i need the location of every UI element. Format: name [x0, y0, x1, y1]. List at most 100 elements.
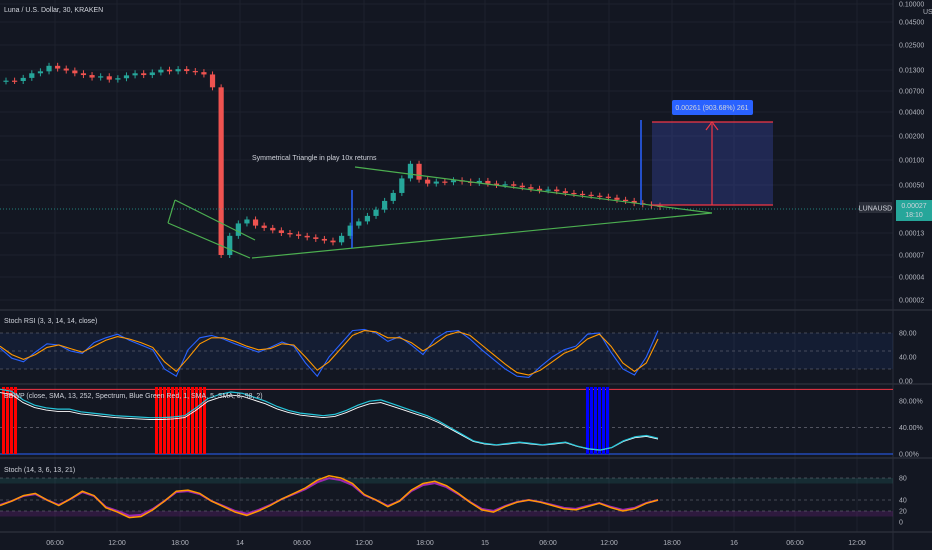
- y-tick-label: 0.00004: [899, 275, 924, 282]
- candle: [614, 197, 620, 200]
- x-tick-label: 18:00: [416, 540, 434, 547]
- candle: [562, 191, 568, 193]
- x-tick-label: 18:00: [663, 540, 681, 547]
- price-label: 0.00027: [901, 203, 926, 210]
- symbol-badge: [859, 202, 892, 213]
- x-tick-label: 12:00: [355, 540, 373, 547]
- bbwp-alert-bar: [10, 387, 13, 454]
- y-tick-label: 0.02500: [899, 43, 924, 50]
- stoch-title: Stoch (14, 3, 6, 13, 21): [4, 467, 75, 474]
- candle: [382, 200, 388, 210]
- candle: [622, 199, 629, 202]
- candle: [373, 209, 379, 216]
- candle: [149, 72, 155, 76]
- arrow-up-icon: [705, 121, 719, 131]
- bbwp-line: [0, 388, 659, 451]
- candle: [425, 179, 431, 184]
- x-tick-label: 06:00: [293, 540, 311, 547]
- bbwp-alert-bar: [2, 387, 5, 454]
- candle: [571, 192, 577, 195]
- x-tick-label: 12:00: [848, 540, 866, 547]
- bbwp-alert-bar: [203, 387, 206, 454]
- bbwp-alert-bar: [199, 387, 202, 454]
- candle: [20, 77, 26, 81]
- candle: [545, 189, 551, 191]
- candle: [63, 68, 69, 71]
- candle: [476, 180, 482, 183]
- stoch-rsi-k-line: [0, 328, 659, 378]
- bbwp-alert-bar: [590, 387, 593, 454]
- candle: [339, 235, 345, 243]
- candle: [115, 78, 121, 80]
- y-tick-label: 0.04500: [899, 20, 924, 27]
- candle: [192, 71, 198, 73]
- x-tick-label: 06:00: [786, 540, 804, 547]
- candle: [407, 163, 414, 179]
- bbwp-alert-bar: [163, 387, 166, 454]
- candle: [235, 223, 241, 236]
- x-tick-label: 14: [236, 540, 244, 547]
- candle: [175, 69, 181, 72]
- candle: [184, 69, 190, 72]
- candle: [209, 74, 216, 88]
- measure-label: 0.00261 (903.68%) 261: [675, 105, 748, 112]
- y-tick-label: 0.00200: [899, 134, 924, 141]
- candle: [356, 221, 362, 226]
- candle: [536, 188, 543, 191]
- bbwp-y-tick: 80.00%: [899, 399, 923, 406]
- candle: [80, 73, 87, 76]
- band: [0, 511, 893, 517]
- bbwp-title: BBWP (close, SMA, 13, 252, Spectrum, Blu…: [4, 393, 263, 400]
- y-tick-label: 0.00002: [899, 298, 924, 305]
- y-tick-label: 0.01300: [899, 68, 924, 75]
- candle: [295, 234, 302, 236]
- candle: [244, 219, 250, 224]
- candle: [579, 193, 586, 196]
- stoch-rsi-y-tick: 0.00: [899, 379, 913, 386]
- candle: [502, 184, 508, 186]
- candle: [511, 184, 517, 186]
- candle: [433, 181, 439, 184]
- x-tick-label: 18:00: [171, 540, 189, 547]
- stoch-rsi-title: Stoch RSI (3, 3, 14, 14, close): [4, 318, 97, 325]
- x-tick-label: 15: [481, 540, 489, 547]
- candle: [141, 73, 147, 76]
- x-tick-label: 16: [730, 540, 738, 547]
- candle: [554, 189, 560, 192]
- candle: [89, 75, 95, 78]
- bbwp-alert-bar: [191, 387, 194, 454]
- candle: [29, 73, 35, 78]
- stoch-rsi-y-tick: 80.00: [899, 331, 917, 338]
- candle: [12, 80, 18, 82]
- candle: [321, 238, 327, 241]
- trend-line: [174, 199, 256, 241]
- candle: [528, 187, 534, 189]
- bbwp-alert-bar: [602, 387, 605, 454]
- stoch-rsi-y-tick: 40.00: [899, 355, 917, 362]
- candle: [450, 180, 457, 183]
- candle: [37, 71, 44, 74]
- x-tick-label: 12:00: [600, 540, 618, 547]
- bbwp-y-tick: 40.00%: [899, 425, 923, 432]
- price-badge: [896, 200, 932, 221]
- y-tick-label: 0.00007: [899, 253, 924, 260]
- y-tick-label: 0.00400: [899, 110, 924, 117]
- bbwp-alert-bar: [171, 387, 174, 454]
- x-tick-label: 12:00: [108, 540, 126, 547]
- y-tick-label: 0.10000: [899, 2, 924, 9]
- candle: [416, 163, 422, 180]
- candle: [287, 233, 293, 235]
- candle: [98, 76, 104, 78]
- candle: [158, 69, 164, 73]
- bbwp-alert-bar: [195, 387, 198, 454]
- trend-line: [167, 222, 251, 259]
- y-tick-label: 0.00700: [899, 89, 924, 96]
- candle: [46, 65, 52, 72]
- candle: [270, 227, 276, 231]
- candle: [399, 178, 405, 193]
- candle: [442, 181, 448, 183]
- candle: [252, 219, 259, 226]
- bbwp-alert-bar: [6, 387, 9, 454]
- bbwp-y-tick: 0.00%: [899, 452, 919, 459]
